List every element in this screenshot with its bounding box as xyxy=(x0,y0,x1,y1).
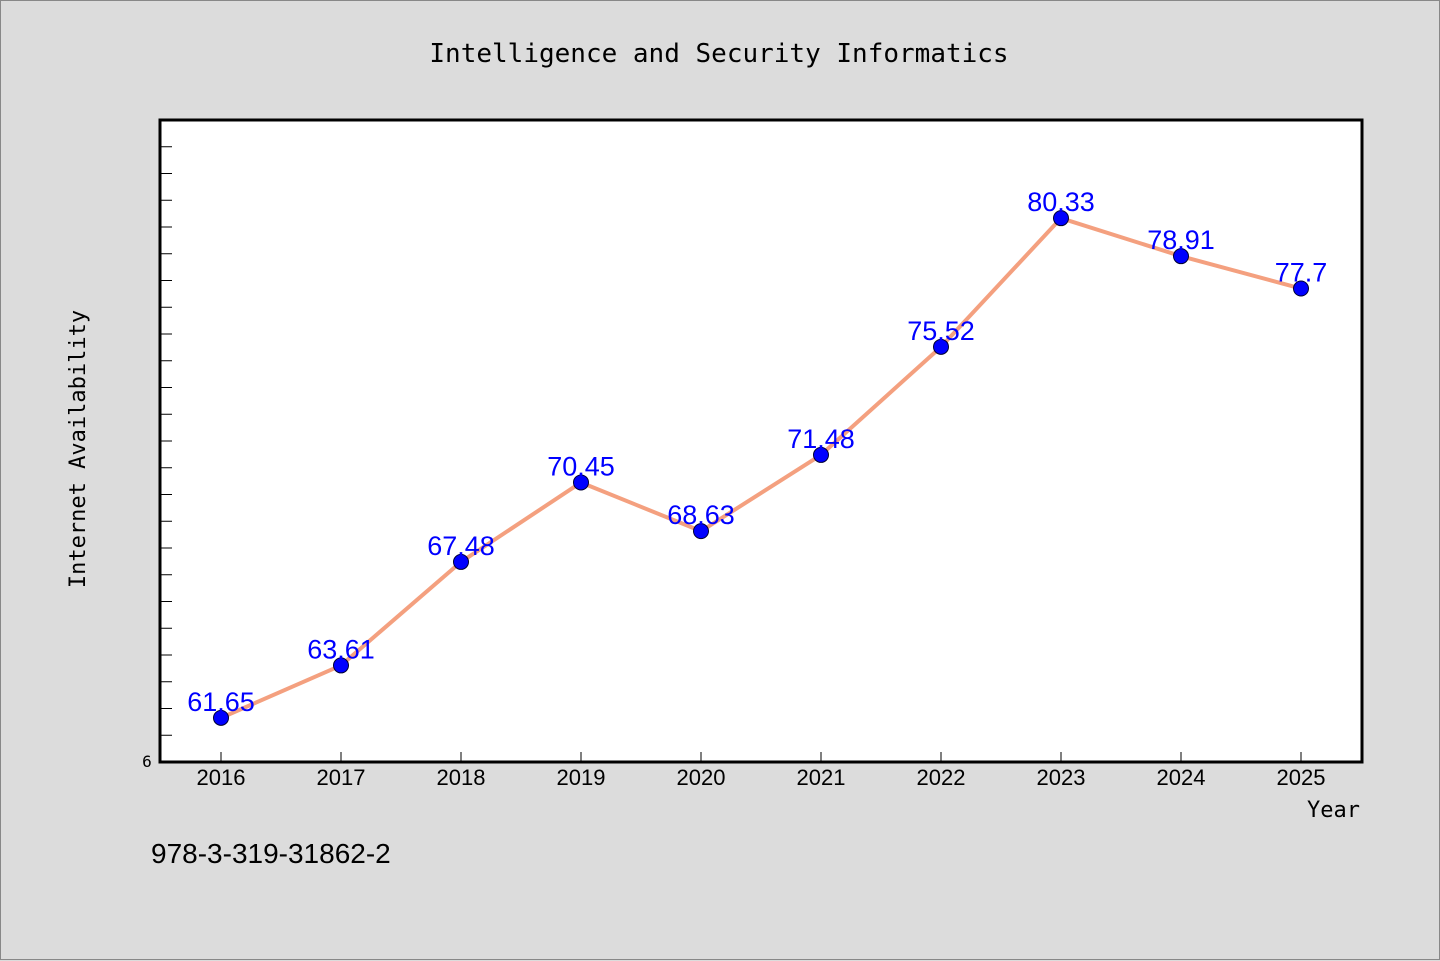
data-label: 68.63 xyxy=(667,500,735,530)
data-point xyxy=(213,709,229,726)
data-label: 63.61 xyxy=(307,634,375,664)
x-tick-label: 2024 xyxy=(1157,765,1206,790)
data-label: 77.7 xyxy=(1275,258,1328,288)
series-line xyxy=(220,216,1302,720)
data-point xyxy=(573,474,589,491)
data-point xyxy=(1173,248,1189,265)
series-markers xyxy=(213,210,1309,726)
data-label: 80.33 xyxy=(1027,187,1095,217)
data-label: 75.52 xyxy=(907,316,975,346)
data-label: 78.91 xyxy=(1147,225,1215,255)
data-label: 67.48 xyxy=(427,531,495,561)
data-label: 71.48 xyxy=(787,424,855,454)
isbn-text: 978-3-319-31862-2 xyxy=(151,838,391,869)
y-tick-label: 6 xyxy=(142,752,152,771)
y-axis-ticks xyxy=(160,146,172,736)
data-point xyxy=(333,657,349,674)
x-tick-label: 2025 xyxy=(1277,765,1326,790)
data-point xyxy=(453,553,469,570)
x-tick-label: 2017 xyxy=(317,765,366,790)
x-tick-label: 2019 xyxy=(557,765,606,790)
data-point xyxy=(1293,280,1309,297)
y-axis-label: Internet Availability xyxy=(66,310,91,588)
chart-title: Intelligence and Security Informatics xyxy=(429,39,1008,69)
data-point xyxy=(813,446,829,463)
x-tick-label: 2022 xyxy=(917,765,966,790)
data-point xyxy=(933,338,949,355)
data-point xyxy=(693,523,709,540)
data-point xyxy=(1053,210,1069,227)
x-tick-label: 2021 xyxy=(797,765,846,790)
data-label: 70.45 xyxy=(547,451,615,481)
x-tick-label: 2016 xyxy=(197,765,246,790)
x-tick-label: 2020 xyxy=(677,765,726,790)
x-axis: 2016 2017 2018 2019 2020 2021 2022 2023 2024 2025 xyxy=(197,752,1326,790)
data-labels: 61.65 63.61 67.48 70.45 68.63 71.48 75.52 80.33… xyxy=(187,187,1327,717)
plot-area xyxy=(158,118,1364,764)
x-tick-label: 2023 xyxy=(1037,765,1086,790)
data-label: 61.65 xyxy=(187,687,255,717)
x-axis-label: Year xyxy=(1307,798,1360,823)
x-tick-label: 2018 xyxy=(437,765,486,790)
